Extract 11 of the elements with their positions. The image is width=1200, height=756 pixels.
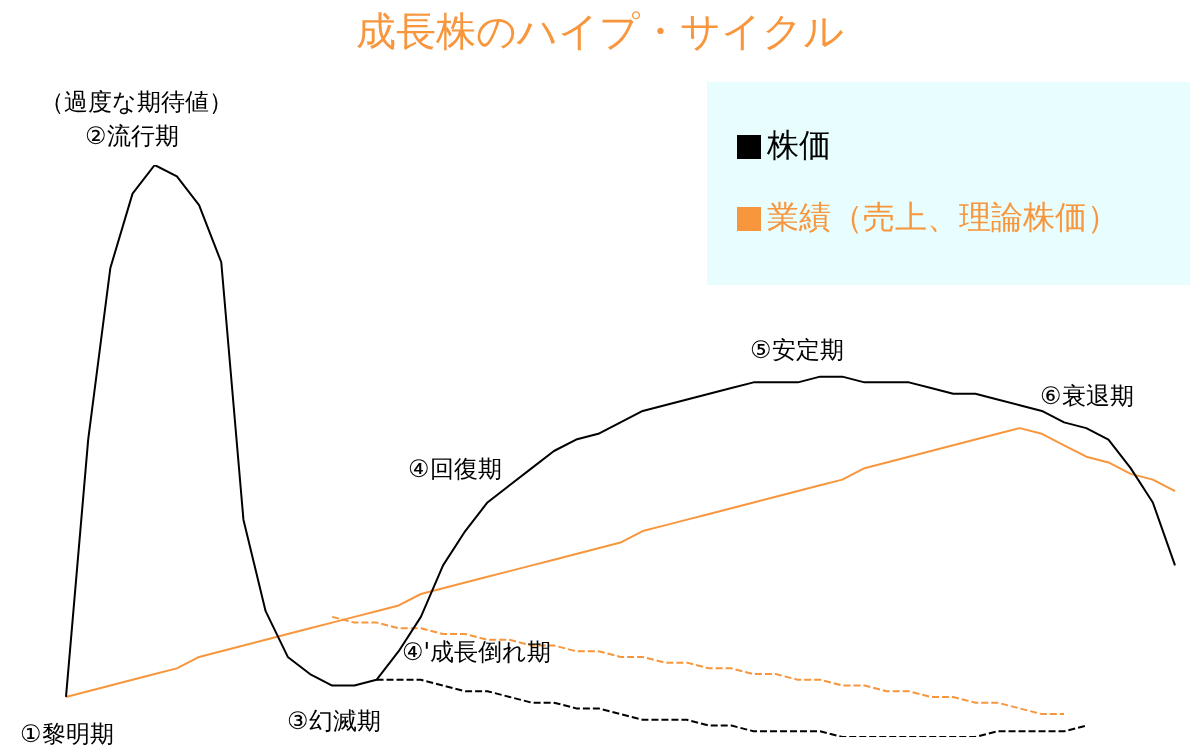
text: ②流行期: [85, 121, 179, 152]
annotation: ④'成長倒れ期: [402, 637, 552, 668]
chart-title: 成長株のハイプ・サイクル: [355, 7, 845, 56]
annotation: ④回復期: [408, 454, 502, 485]
legend-label: 業績（売上、理論株価）: [767, 198, 1119, 236]
annotation: ⑥衰退期: [1040, 381, 1134, 412]
annotation: ①黎明期: [20, 719, 114, 750]
annotation: ⑤安定期: [750, 335, 844, 366]
text: （過度な期待値）: [40, 87, 233, 118]
legend-label: 株価: [767, 126, 831, 164]
annotation: ③幻滅期: [287, 706, 381, 737]
